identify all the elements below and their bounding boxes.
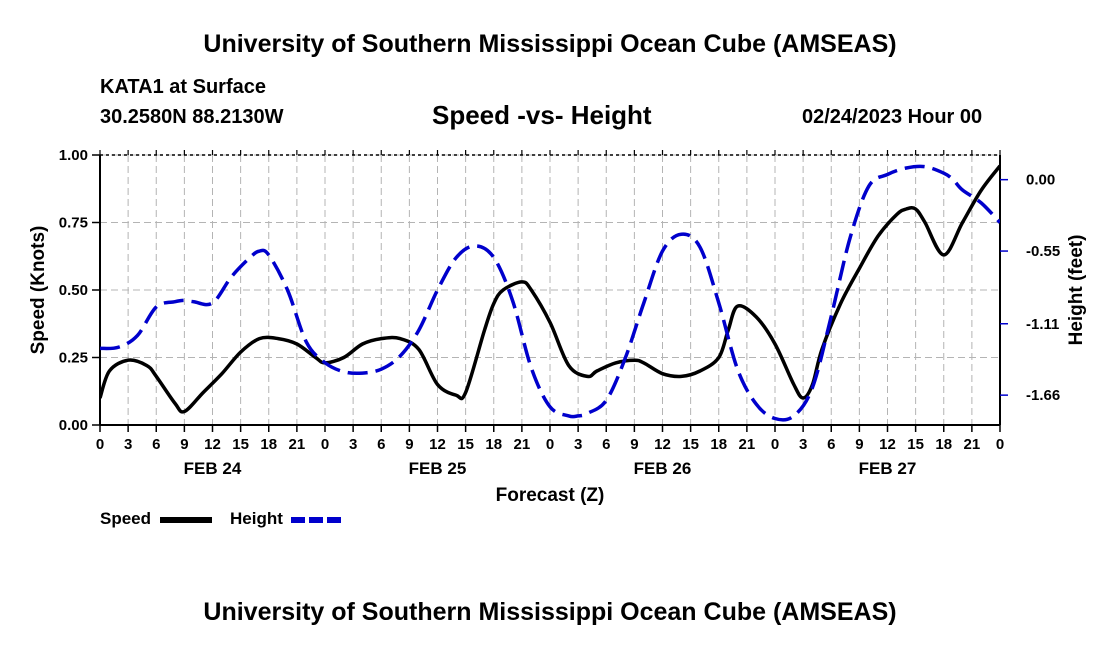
x-axis-title: Forecast (Z)	[496, 485, 605, 506]
x-tick-label: 18	[935, 436, 952, 453]
x-tick-label: 9	[180, 436, 188, 453]
y2-tick-label: -1.11	[1026, 316, 1059, 333]
x-tick-label: 0	[771, 436, 779, 453]
station-coordinates: 30.2580N 88.2130W	[100, 106, 284, 128]
x-tick-label: 18	[260, 436, 277, 453]
x-tick-label: 9	[855, 436, 863, 453]
y-tick-label: 0.00	[59, 417, 88, 434]
x-tick-label: 3	[349, 436, 357, 453]
day-label: FEB 24	[184, 459, 242, 478]
x-tick-label: 18	[485, 436, 502, 453]
station-label: KATA1 at Surface	[100, 76, 266, 98]
x-tick-label: 15	[682, 436, 699, 453]
day-label: FEB 25	[409, 459, 467, 478]
x-tick-label: 15	[907, 436, 924, 453]
x-tick-label: 18	[710, 436, 727, 453]
x-tick-label: 6	[602, 436, 610, 453]
day-label: FEB 27	[859, 459, 917, 478]
legend-speed-label: Speed	[100, 509, 152, 528]
y-axis-title: Speed (Knots)	[28, 226, 49, 355]
x-tick-label: 6	[827, 436, 835, 453]
x-tick-label: 21	[289, 436, 306, 453]
x-tick-label: 21	[739, 436, 756, 453]
x-tick-label: 3	[124, 436, 132, 453]
y2-tick-label: -0.55	[1026, 243, 1060, 260]
x-tick-label: 6	[377, 436, 385, 453]
x-tick-label: 12	[204, 436, 221, 453]
y2-axis-title: Height (feet)	[1066, 235, 1087, 346]
x-tick-label: 21	[964, 436, 981, 453]
legend-height-swatch	[291, 517, 343, 523]
forecast-datestamp: 02/24/2023 Hour 00	[802, 106, 983, 128]
x-tick-label: 12	[879, 436, 896, 453]
x-tick-label: 0	[996, 436, 1004, 453]
x-tick-label: 3	[574, 436, 582, 453]
day-label: FEB 26	[634, 459, 692, 478]
chart-footer-title: University of Southern Mississippi Ocean…	[203, 598, 897, 626]
y-tick-label: 0.75	[59, 215, 88, 232]
x-tick-label: 6	[152, 436, 160, 453]
y2-tick-label: 0.00	[1026, 172, 1055, 189]
chart-title: Speed -vs- Height	[432, 100, 652, 130]
y-tick-label: 0.50	[59, 282, 88, 299]
series-line-speed	[100, 164, 1000, 414]
legend-speed-swatch	[160, 517, 212, 523]
x-tick-label: 0	[546, 436, 554, 453]
legend-height-label: Height	[230, 509, 283, 528]
x-tick-label: 12	[654, 436, 671, 453]
x-tick-label: 21	[514, 436, 531, 453]
x-tick-label: 12	[429, 436, 446, 453]
x-tick-label: 3	[799, 436, 807, 453]
x-tick-label: 15	[232, 436, 249, 453]
series-line-height	[100, 164, 1000, 422]
chart-header-title: University of Southern Mississippi Ocean…	[203, 30, 897, 58]
y-tick-label: 0.25	[59, 350, 88, 367]
x-tick-label: 0	[321, 436, 329, 453]
x-tick-label: 9	[630, 436, 638, 453]
y-tick-label: 1.00	[59, 147, 88, 164]
x-tick-label: 0	[96, 436, 104, 453]
x-tick-label: 9	[405, 436, 413, 453]
y2-tick-label: -1.66	[1026, 387, 1060, 404]
x-tick-label: 15	[457, 436, 474, 453]
